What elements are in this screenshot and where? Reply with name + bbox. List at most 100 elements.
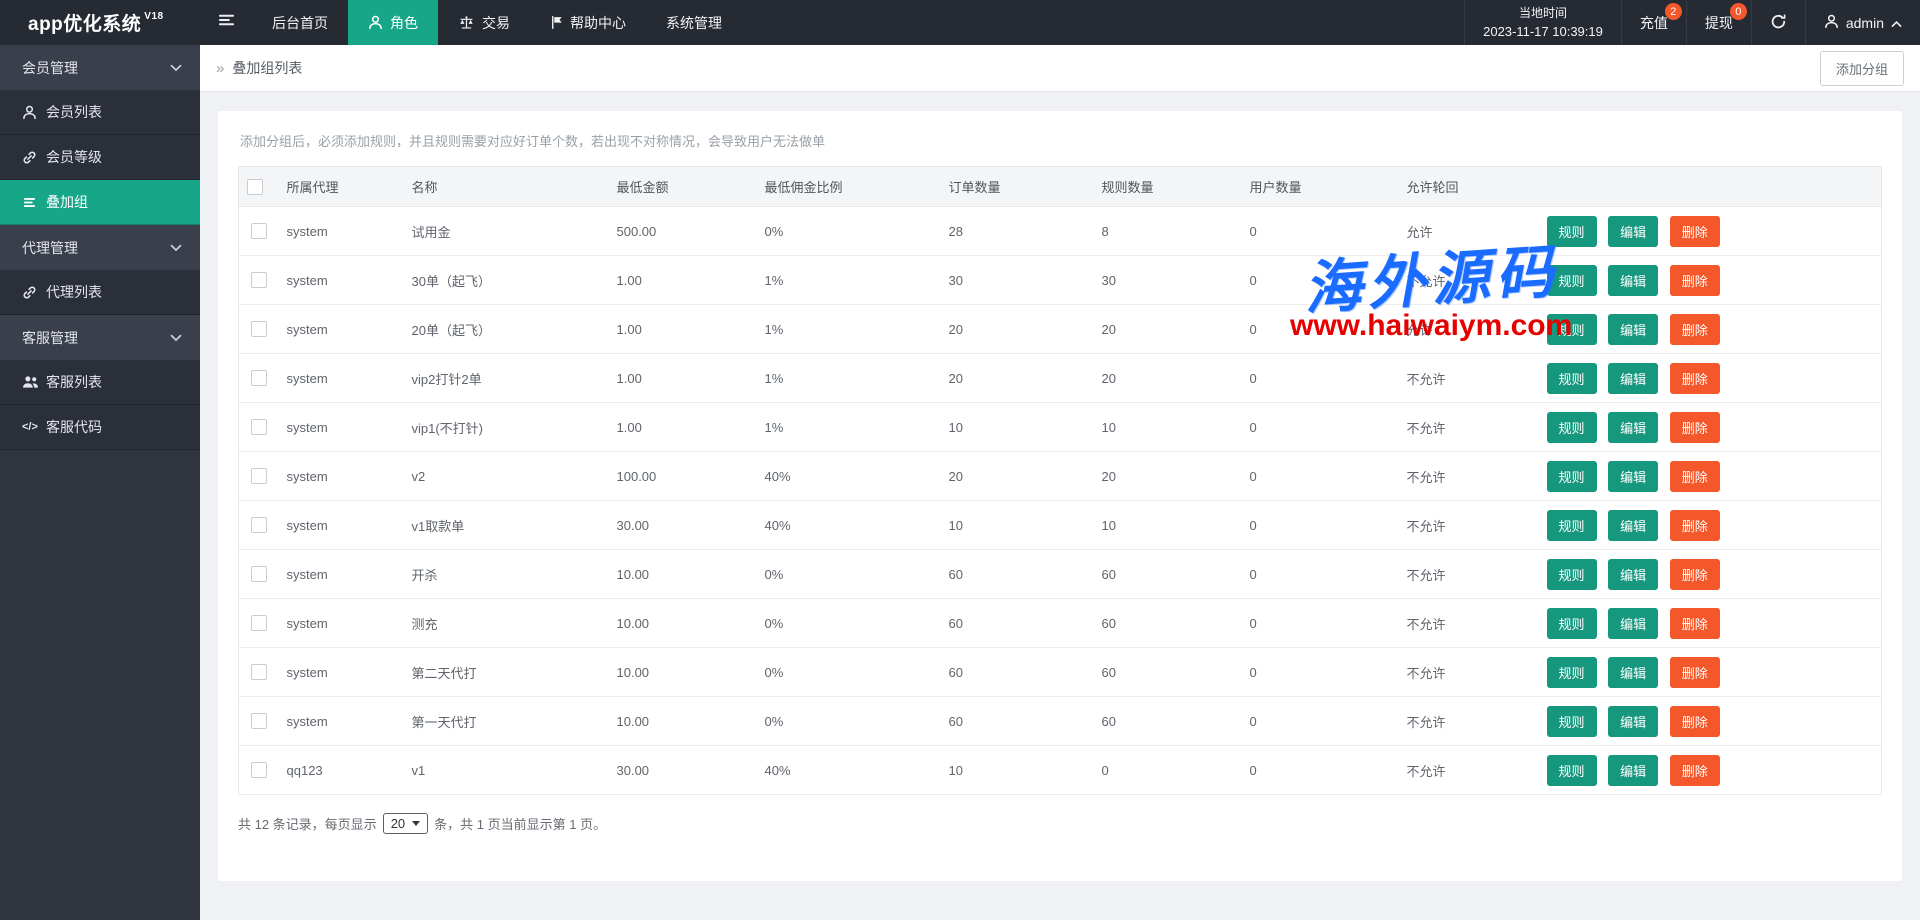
cell-min-amount: 100.00	[608, 451, 757, 501]
delete-button[interactable]: 删除	[1669, 558, 1720, 590]
chevron-up-icon	[1891, 15, 1902, 31]
delete-button[interactable]: 删除	[1669, 411, 1720, 443]
sidebar-toggle-button[interactable]	[200, 0, 252, 45]
delete-button[interactable]: 删除	[1669, 656, 1720, 688]
page-size-value: 20	[390, 816, 406, 831]
sidebar-item[interactable]: 会员列表	[0, 90, 200, 135]
row-checkbox[interactable]	[250, 468, 267, 485]
delete-button[interactable]: 删除	[1669, 313, 1720, 345]
sidebar-item-icon	[22, 150, 46, 165]
edit-button[interactable]: 编辑	[1608, 607, 1659, 639]
sidebar-item[interactable]: 客服管理	[0, 315, 200, 360]
edit-button[interactable]: 编辑	[1608, 264, 1659, 296]
cell-users: 0	[1241, 206, 1399, 256]
edit-button[interactable]: 编辑	[1608, 705, 1659, 737]
col-users: 用户数量	[1241, 166, 1399, 207]
page-size-select[interactable]: 20	[382, 813, 429, 834]
sidebar-item[interactable]: 会员等级	[0, 135, 200, 180]
edit-button[interactable]: 编辑	[1608, 558, 1659, 590]
delete-button[interactable]: 删除	[1669, 215, 1720, 247]
top-nav-item[interactable]: 帮助中心	[530, 0, 646, 45]
rule-button[interactable]: 规则	[1546, 558, 1597, 590]
chevron-down-icon	[170, 64, 182, 72]
col-name: 名称	[403, 166, 609, 207]
table-row: system 20单（起飞） 1.00 1% 20 20 0 允许 规则 编辑 …	[238, 304, 1882, 354]
sidebar-item[interactable]: 客服列表	[0, 360, 200, 405]
rule-button[interactable]: 规则	[1546, 362, 1597, 394]
delete-button[interactable]: 删除	[1669, 509, 1720, 541]
cell-name: 试用金	[403, 206, 609, 256]
delete-button[interactable]: 删除	[1669, 460, 1720, 492]
rule-button[interactable]: 规则	[1546, 313, 1597, 345]
edit-button[interactable]: 编辑	[1608, 656, 1659, 688]
cell-agent: system	[278, 500, 404, 550]
app-version: V18	[144, 11, 164, 22]
row-checkbox[interactable]	[250, 370, 267, 387]
rule-button[interactable]: 规则	[1546, 460, 1597, 492]
cell-min-commission: 40%	[756, 500, 941, 550]
rule-button[interactable]: 规则	[1546, 705, 1597, 737]
rule-button[interactable]: 规则	[1546, 509, 1597, 541]
row-checkbox[interactable]	[250, 566, 267, 583]
cell-orders: 10	[940, 500, 1094, 550]
cell-rules: 30	[1093, 255, 1242, 305]
row-checkbox[interactable]	[250, 321, 267, 338]
edit-button[interactable]: 编辑	[1608, 215, 1659, 247]
sidebar-item[interactable]: 代理管理	[0, 225, 200, 270]
cell-agent: system	[278, 598, 404, 648]
withdraw-button[interactable]: 提现 0	[1685, 0, 1751, 45]
table-row: system 试用金 500.00 0% 28 8 0 允许 规则 编辑 删除	[238, 206, 1882, 256]
edit-button[interactable]: 编辑	[1608, 313, 1659, 345]
select-all-checkbox[interactable]	[247, 178, 263, 195]
edit-button[interactable]: 编辑	[1608, 362, 1659, 394]
user-menu[interactable]: admin	[1804, 0, 1920, 45]
refresh-button[interactable]	[1750, 0, 1805, 45]
delete-button[interactable]: 删除	[1669, 362, 1720, 394]
cell-agent: system	[278, 255, 404, 305]
sidebar-item[interactable]: 会员管理	[0, 45, 200, 90]
recharge-button[interactable]: 充值 2	[1620, 0, 1686, 45]
cell-loop: 不允许	[1398, 549, 1539, 599]
edit-button[interactable]: 编辑	[1608, 509, 1659, 541]
row-checkbox[interactable]	[250, 664, 267, 681]
row-checkbox[interactable]	[250, 272, 267, 289]
top-nav-item[interactable]: 角色	[348, 0, 438, 45]
row-checkbox[interactable]	[250, 713, 267, 730]
row-checkbox[interactable]	[250, 517, 267, 534]
sidebar-item[interactable]: 代理列表	[0, 270, 200, 315]
rule-button[interactable]: 规则	[1546, 411, 1597, 443]
delete-button[interactable]: 删除	[1669, 705, 1720, 737]
rule-button[interactable]: 规则	[1546, 607, 1597, 639]
top-nav-item[interactable]: 后台首页	[252, 0, 348, 45]
delete-button[interactable]: 删除	[1669, 607, 1720, 639]
edit-button[interactable]: 编辑	[1608, 411, 1659, 443]
row-checkbox[interactable]	[250, 419, 267, 436]
breadcrumb: » 叠加组列表	[216, 58, 302, 78]
row-checkbox[interactable]	[250, 762, 267, 779]
cell-loop: 不允许	[1398, 402, 1539, 452]
sidebar-item[interactable]: </> 客服代码	[0, 405, 200, 450]
top-nav-item[interactable]: 交易	[438, 0, 530, 45]
cell-users: 0	[1241, 304, 1399, 354]
col-loop: 允许轮回	[1398, 166, 1539, 207]
cell-rules: 8	[1093, 206, 1242, 256]
rule-button[interactable]: 规则	[1546, 656, 1597, 688]
rule-button[interactable]: 规则	[1546, 754, 1597, 786]
select-caret-icon	[412, 821, 421, 826]
edit-button[interactable]: 编辑	[1608, 754, 1659, 786]
rule-button[interactable]: 规则	[1546, 215, 1597, 247]
rule-button[interactable]: 规则	[1546, 264, 1597, 296]
add-group-button[interactable]: 添加分组	[1819, 50, 1904, 86]
row-checkbox[interactable]	[250, 223, 267, 240]
top-nav-item[interactable]: 系统管理	[646, 0, 742, 45]
delete-button[interactable]: 删除	[1669, 754, 1720, 786]
cell-min-commission: 1%	[756, 304, 941, 354]
col-min-amount: 最低金额	[608, 166, 757, 207]
row-checkbox[interactable]	[250, 615, 267, 632]
edit-button[interactable]: 编辑	[1608, 460, 1659, 492]
sidebar-item[interactable]: 叠加组	[0, 180, 200, 225]
delete-button[interactable]: 删除	[1669, 264, 1720, 296]
page-title: 叠加组列表	[232, 60, 303, 76]
cell-rules: 0	[1093, 745, 1242, 795]
cell-name: vip1(不打针)	[403, 402, 609, 452]
